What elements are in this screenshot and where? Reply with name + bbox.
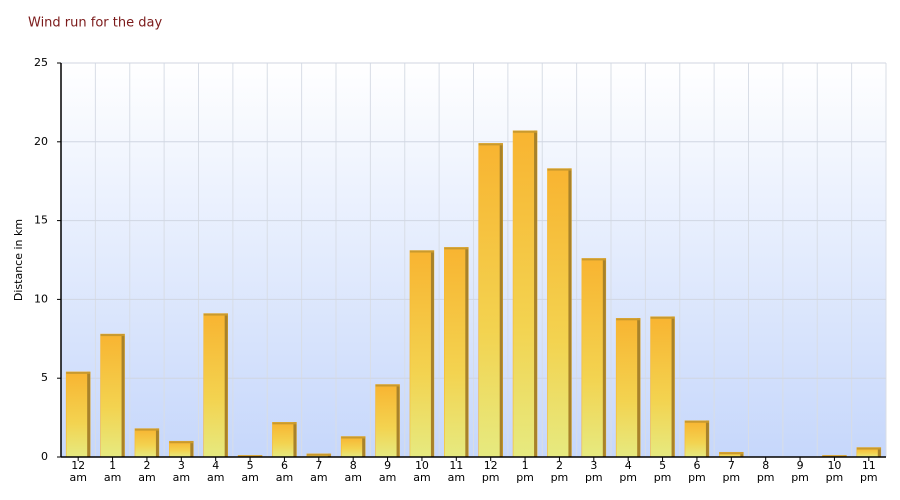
bar-top [581, 258, 606, 261]
x-tick-label: 6 pm [688, 459, 706, 484]
x-tick-label: 9 pm [791, 459, 809, 484]
bar-top [513, 130, 538, 133]
bar-shade [430, 250, 434, 457]
bar-top [478, 143, 503, 146]
bar-shade [740, 452, 744, 457]
bar-top [616, 318, 641, 321]
bar-top [375, 384, 400, 387]
bar-shade [637, 318, 641, 457]
bar-top [272, 422, 297, 425]
x-tick-label: 3 pm [584, 459, 603, 484]
bar-top [238, 455, 263, 457]
bar-top [100, 334, 125, 337]
bar [375, 384, 400, 458]
x-tick-label: 5 pm [653, 459, 672, 484]
bar-top [409, 250, 434, 253]
bar-top [169, 441, 194, 444]
x-tick-label: 6 am [275, 459, 294, 484]
bar-top [134, 428, 159, 431]
y-tick-label: 20 [34, 135, 48, 148]
bar [581, 258, 607, 458]
bar-shade [362, 436, 366, 457]
bar [615, 318, 641, 458]
bar-shade [293, 422, 297, 457]
bar-top [822, 455, 847, 457]
x-tick-label: 1 pm [516, 459, 534, 484]
x-tick-label: 4 am [206, 459, 225, 484]
bar-shade [190, 441, 194, 457]
x-tick-label: 12 pm [481, 459, 500, 484]
x-tick-label: 10 am [413, 459, 431, 484]
y-tick-label: 15 [34, 214, 48, 227]
x-tick-label: 8 pm [756, 459, 775, 484]
y-tick-label: 10 [34, 292, 48, 305]
x-tick-label: 7 am [310, 459, 328, 484]
x-tick-label: 2 am [138, 459, 156, 484]
bar [134, 428, 160, 458]
bar-shade [499, 143, 503, 457]
y-axis-label: Distance in km [12, 219, 25, 301]
bar-shade [155, 428, 159, 457]
bar-shade [877, 447, 881, 457]
x-tick-label: 1 am [103, 459, 122, 484]
x-tick-label: 10 pm [825, 459, 844, 484]
bar-top [684, 420, 709, 423]
x-tick-label: 7 pm [722, 459, 741, 484]
x-tick-label: 11 am [447, 459, 466, 484]
y-tick-label: 25 [34, 56, 48, 69]
x-tick-label: 9 am [378, 459, 397, 484]
y-tick-label: 5 [41, 371, 48, 384]
bar [512, 130, 538, 458]
bar-shade [534, 130, 538, 457]
bar [272, 422, 297, 458]
bar-shade [671, 316, 675, 457]
bar [100, 333, 125, 458]
x-tick-label: 4 pm [619, 459, 638, 484]
bar [203, 313, 228, 458]
bar [684, 420, 710, 458]
bar-top [444, 247, 469, 250]
x-tick-label: 11 pm [859, 459, 878, 484]
bar-top [203, 313, 228, 316]
bar-top [306, 453, 331, 456]
bar [65, 371, 91, 458]
x-tick-label: 2 pm [550, 459, 569, 484]
y-tick-label: 0 [41, 450, 48, 463]
bar-shade [705, 420, 709, 457]
bar [409, 250, 435, 458]
bar-top [719, 452, 744, 455]
bar-top [66, 371, 91, 374]
bar-shade [568, 168, 572, 458]
bar [650, 316, 675, 458]
bar-shade [602, 258, 606, 457]
bar-top [547, 168, 572, 171]
x-tick-label: 5 am [241, 459, 259, 484]
bar [444, 247, 469, 458]
bar-shade [396, 384, 400, 457]
bar-shade [121, 334, 125, 457]
bar-top [341, 436, 366, 439]
x-tick-label: 3 am [172, 459, 191, 484]
bar-shade [465, 247, 469, 457]
bar [547, 168, 572, 458]
bar [478, 143, 503, 458]
x-tick-label: 8 am [344, 459, 362, 484]
bar [169, 440, 194, 458]
bar-shade [224, 313, 228, 457]
bar-top [856, 447, 881, 450]
x-tick-label: 12 am [69, 459, 87, 484]
bar-top [650, 316, 675, 319]
chart-title: Wind run for the day [28, 16, 162, 31]
bar-shade [87, 371, 91, 457]
bar [340, 436, 366, 458]
